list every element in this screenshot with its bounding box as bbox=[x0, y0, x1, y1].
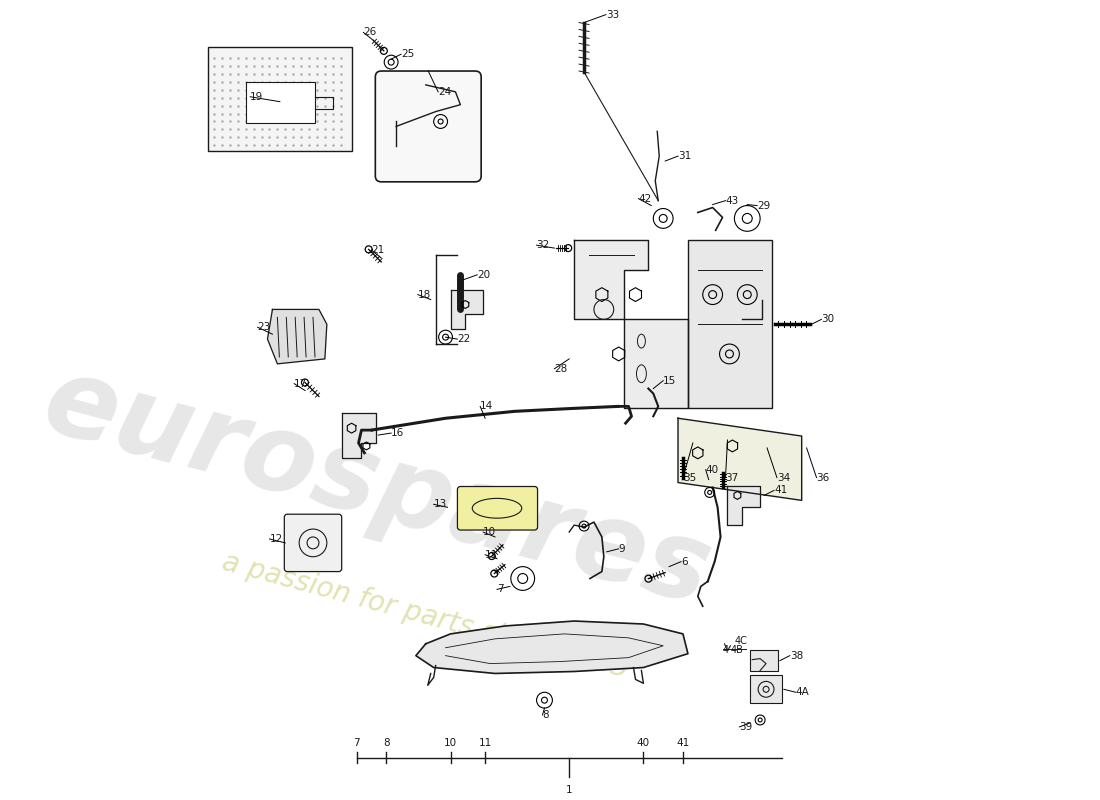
Text: 34: 34 bbox=[777, 473, 790, 482]
Text: 20: 20 bbox=[477, 270, 491, 280]
Text: 36: 36 bbox=[816, 473, 829, 482]
Text: 11: 11 bbox=[478, 738, 492, 748]
Text: 38: 38 bbox=[790, 650, 803, 661]
Text: 11: 11 bbox=[485, 550, 498, 560]
Text: 10: 10 bbox=[444, 738, 458, 748]
Polygon shape bbox=[727, 486, 760, 525]
FancyBboxPatch shape bbox=[458, 486, 538, 530]
Text: 6: 6 bbox=[681, 557, 688, 566]
Text: 4B: 4B bbox=[730, 645, 744, 654]
Text: 25: 25 bbox=[402, 50, 415, 59]
Polygon shape bbox=[574, 240, 688, 408]
Text: 40: 40 bbox=[637, 738, 650, 748]
Text: 22: 22 bbox=[458, 334, 471, 344]
Polygon shape bbox=[416, 621, 688, 674]
Text: 37: 37 bbox=[726, 473, 739, 482]
Text: 28: 28 bbox=[554, 364, 568, 374]
Text: 8: 8 bbox=[542, 710, 549, 720]
Text: 41: 41 bbox=[774, 486, 788, 495]
Text: 7: 7 bbox=[353, 738, 360, 748]
Bar bbox=[208, 47, 352, 151]
Text: 40: 40 bbox=[706, 465, 718, 474]
Polygon shape bbox=[342, 414, 376, 458]
Text: 30: 30 bbox=[822, 314, 835, 324]
Text: 43: 43 bbox=[726, 196, 739, 206]
Text: 12: 12 bbox=[270, 534, 283, 544]
Text: 9: 9 bbox=[618, 544, 625, 554]
FancyBboxPatch shape bbox=[375, 71, 481, 182]
Bar bbox=[688, 240, 772, 408]
Text: 18: 18 bbox=[418, 290, 431, 299]
Text: 17: 17 bbox=[294, 378, 308, 389]
Text: 26: 26 bbox=[363, 27, 376, 38]
Bar bbox=[750, 650, 778, 671]
Text: 10: 10 bbox=[483, 527, 496, 537]
Text: 29: 29 bbox=[757, 201, 770, 210]
Text: 39: 39 bbox=[739, 722, 752, 732]
Text: 8: 8 bbox=[383, 738, 389, 748]
Polygon shape bbox=[267, 310, 327, 364]
Bar bbox=[750, 675, 782, 703]
Text: 16: 16 bbox=[392, 428, 405, 438]
Text: 24: 24 bbox=[438, 87, 451, 97]
Text: 33: 33 bbox=[606, 10, 619, 20]
Text: 35: 35 bbox=[683, 473, 696, 482]
FancyBboxPatch shape bbox=[284, 514, 342, 571]
Text: 23: 23 bbox=[257, 322, 271, 332]
Text: 14: 14 bbox=[481, 402, 494, 411]
Text: 4C: 4C bbox=[735, 636, 747, 646]
Text: 32: 32 bbox=[537, 240, 550, 250]
Bar bbox=[245, 82, 315, 123]
Text: eurospares: eurospares bbox=[32, 348, 720, 627]
Text: 4: 4 bbox=[723, 645, 728, 654]
Text: a passion for parts since 1985: a passion for parts since 1985 bbox=[220, 548, 632, 684]
Text: 15: 15 bbox=[663, 376, 676, 386]
Text: 7: 7 bbox=[497, 584, 504, 594]
Text: 41: 41 bbox=[676, 738, 690, 748]
Polygon shape bbox=[451, 290, 483, 330]
Text: 31: 31 bbox=[678, 151, 691, 161]
Text: 19: 19 bbox=[250, 92, 263, 102]
Text: 1: 1 bbox=[565, 786, 572, 795]
Polygon shape bbox=[678, 418, 802, 500]
Text: 42: 42 bbox=[638, 194, 651, 204]
Text: 4A: 4A bbox=[795, 687, 810, 698]
Text: 13: 13 bbox=[433, 499, 447, 510]
Text: 21: 21 bbox=[372, 245, 385, 255]
